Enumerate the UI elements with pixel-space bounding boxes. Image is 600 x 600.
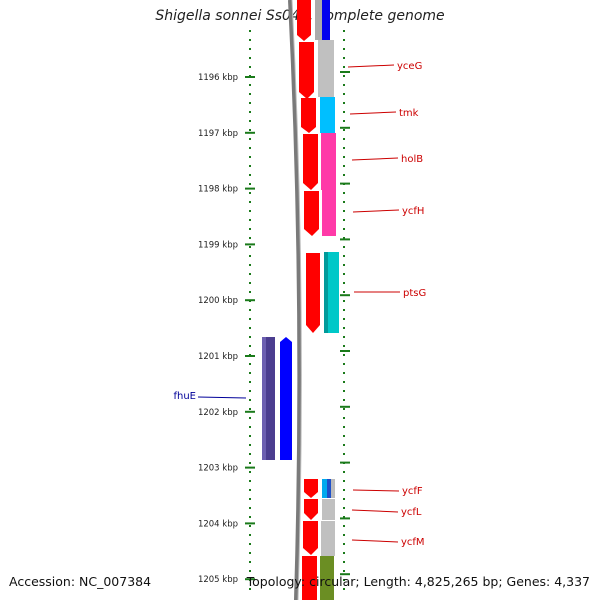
cds-arrow-top <box>297 0 311 41</box>
ycfF-gene-bar-dark <box>327 479 331 498</box>
holB-cds-arrow <box>303 134 318 190</box>
ycfF-gene-bar-grey <box>331 479 335 498</box>
fhuE-cds-arrow <box>280 337 292 460</box>
yceG-gene-bar <box>318 40 334 97</box>
ycfL-cds-arrow <box>304 499 318 520</box>
fhuE-label: fhuE <box>173 391 196 402</box>
tmk-label: tmk <box>399 108 419 119</box>
yceG-label: yceG <box>397 61 422 72</box>
ycfF-leader <box>352 489 400 492</box>
ycfM-gene-bar <box>321 521 335 556</box>
ycfM-cds-arrow <box>303 521 318 555</box>
holB-gene-bar <box>321 133 336 190</box>
holB-label: holB <box>401 154 423 165</box>
gene-labels: yceG tmk holB ycfH ptsG ycfF ycfL ycfM f… <box>173 61 426 548</box>
ycfL-gene-bar <box>322 499 335 520</box>
major-ticks: 1196 kbp 1197 kbp 1198 kbp 1199 kbp 1200 kbp… <box>198 73 255 585</box>
forward-gene-bars <box>315 0 339 600</box>
reverse-strand-features <box>262 337 292 460</box>
tmk-leader <box>349 111 397 115</box>
ycfH-leader <box>352 209 400 213</box>
ycfH-label: ycfH <box>402 206 424 217</box>
accession-text: Accession: NC_007384 <box>9 574 152 589</box>
ycfM-leader <box>351 539 399 543</box>
tmk-gene-bar <box>320 97 335 133</box>
fhuE-gene-bar-shade <box>262 337 266 460</box>
ptsG-cds-arrow <box>306 253 320 333</box>
forward-cds-arrows <box>297 0 320 600</box>
tmk-cds-arrow <box>301 98 316 133</box>
backbone-arc <box>288 0 302 600</box>
ycfM-label: ycfM <box>401 537 425 548</box>
label-leaders <box>197 64 400 543</box>
ptsG-gene-bar-shade <box>324 252 328 333</box>
ycfF-gene-bar-blue <box>322 479 327 498</box>
fhuE-leader <box>197 396 247 399</box>
ycfH-cds-arrow <box>304 191 319 236</box>
kbp-label: 1198 kbp <box>198 185 238 195</box>
yceG-leader <box>347 64 395 68</box>
kbp-label: 1202 kbp <box>198 408 238 418</box>
cds-arrow-bottom <box>302 556 317 600</box>
kbp-label: 1200 kbp <box>198 296 238 306</box>
gene-bar-top-grey <box>315 0 323 40</box>
yceG-cds-arrow <box>299 42 314 99</box>
ycfF-cds-arrow <box>304 479 318 498</box>
kbp-label: 1204 kbp <box>198 519 238 529</box>
gene-bar-bottom-green <box>320 556 334 600</box>
topology-text: Topology: circular; Length: 4,825,265 bp… <box>246 574 590 589</box>
kbp-label: 1201 kbp <box>198 352 238 362</box>
kbp-label: 1197 kbp <box>198 129 238 139</box>
backbone-arc-highlight <box>291 0 302 600</box>
ptsG-label: ptsG <box>403 288 426 299</box>
kbp-label: 1203 kbp <box>198 464 238 474</box>
holB-leader <box>351 157 399 161</box>
kbp-label: 1205 kbp <box>198 575 238 585</box>
kbp-label: 1196 kbp <box>198 73 238 83</box>
ycfH-gene-bar <box>322 190 336 236</box>
gene-bar-top-blue <box>322 0 330 40</box>
right-major-ticks <box>340 71 350 576</box>
kbp-label: 1199 kbp <box>198 240 238 250</box>
ycfF-label: ycfF <box>402 486 423 497</box>
ycfL-leader <box>351 509 399 513</box>
ycfL-label: ycfL <box>401 507 422 518</box>
